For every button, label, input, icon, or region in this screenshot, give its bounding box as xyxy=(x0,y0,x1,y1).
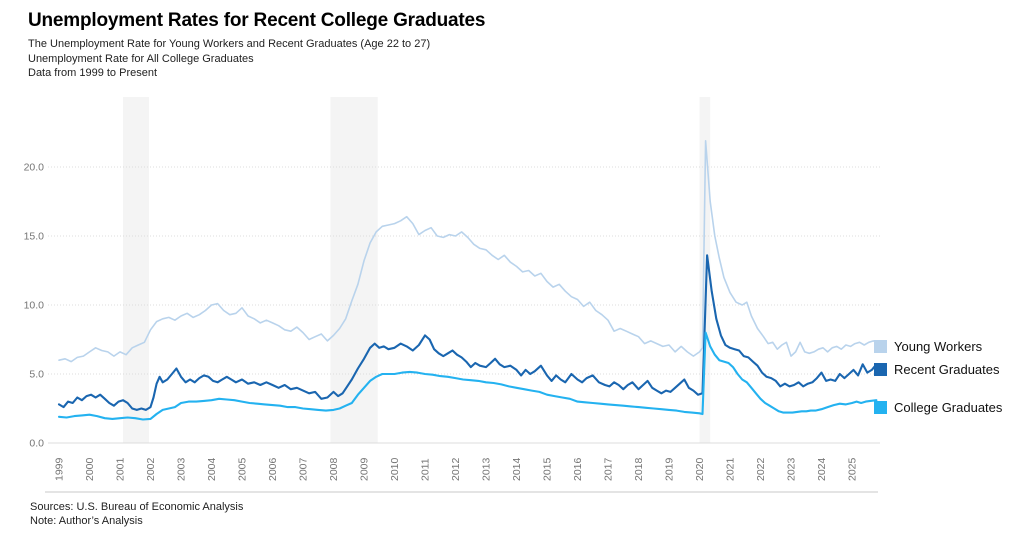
page-title: Unemployment Rates for Recent College Gr… xyxy=(28,10,486,31)
x-tick-label: 2015 xyxy=(542,457,554,481)
legend-item-college-graduates: College Graduates xyxy=(874,399,1003,415)
x-tick-label: 2022 xyxy=(755,457,767,481)
recent-graduates-swatch-icon xyxy=(874,362,887,376)
x-tick-label: 2021 xyxy=(725,457,737,481)
legend-label: Recent Graduates xyxy=(894,361,1000,377)
x-tick-label: 2020 xyxy=(694,457,706,481)
x-tick-label: 2000 xyxy=(84,457,96,481)
y-tick-label: 10.0 xyxy=(24,300,45,312)
legend-item-recent-graduates: Recent Graduates xyxy=(874,361,1002,377)
chart-subtitles: The Unemployment Rate for Young Workers … xyxy=(28,37,485,81)
x-tick-label: 2008 xyxy=(328,457,340,481)
x-tick-label: 2003 xyxy=(176,457,188,481)
subtitle-line-2: Unemployment Rate for All College Gradua… xyxy=(28,52,254,65)
legend-item-young-workers: Young Workers xyxy=(874,338,1002,354)
subtitle-line-3: Data from 1999 to Present xyxy=(28,67,158,79)
x-tick-label: 1999 xyxy=(54,457,66,481)
x-tick-label: 2005 xyxy=(237,457,249,481)
x-tick-label: 2006 xyxy=(267,457,279,481)
college-graduates-swatch-icon xyxy=(874,400,887,414)
x-tick-label: 2016 xyxy=(572,457,584,481)
young-workers-swatch-icon xyxy=(874,339,887,353)
legend-label: College Graduates xyxy=(894,399,1003,415)
x-tick-label: 2019 xyxy=(664,457,676,481)
y-tick-label: 5.0 xyxy=(29,369,44,381)
x-tick-label: 2025 xyxy=(847,457,859,481)
x-tick-label: 2013 xyxy=(481,457,493,481)
x-tick-label: 2011 xyxy=(420,458,432,481)
subtitle-line-1: The Unemployment Rate for Young Workers … xyxy=(28,38,431,50)
x-tick-label: 2018 xyxy=(633,457,645,481)
x-tick-label: 2014 xyxy=(511,457,523,481)
x-tick-label: 2024 xyxy=(816,457,828,481)
chart-footer: Sources: U.S. Bureau of Economic Analysi… xyxy=(30,500,243,528)
recession-band xyxy=(123,97,149,443)
x-tick-label: 2001 xyxy=(115,457,127,481)
recession-band xyxy=(699,97,711,443)
x-tick-label: 2017 xyxy=(603,457,615,481)
x-tick-label: 2010 xyxy=(389,457,401,481)
chart-legend: Young Workers Recent Graduates College G… xyxy=(874,338,1003,415)
x-tick-label: 2012 xyxy=(450,457,462,481)
x-tick-label: 2007 xyxy=(298,457,310,481)
sources-text: Sources: U.S. Bureau of Economic Analysi… xyxy=(30,501,244,513)
series-young-workers-line xyxy=(58,140,878,363)
recession-band xyxy=(330,97,378,443)
legend-label: Young Workers xyxy=(894,338,983,354)
x-tick-label: 2004 xyxy=(206,457,218,481)
y-tick-label: 20.0 xyxy=(24,162,45,174)
series-recent-graduates-line xyxy=(57,254,878,411)
x-tick-label: 2002 xyxy=(145,457,157,481)
y-tick-label: 15.0 xyxy=(24,231,45,243)
note-text: Note: Author’s Analysis xyxy=(30,515,143,527)
chart-header: Unemployment Rates for Recent College Gr… xyxy=(28,10,485,81)
y-tick-label: 0.0 xyxy=(29,438,44,450)
x-tick-label: 2023 xyxy=(786,457,798,481)
series-college-graduates-line xyxy=(57,331,878,421)
x-tick-label: 2009 xyxy=(359,457,371,481)
